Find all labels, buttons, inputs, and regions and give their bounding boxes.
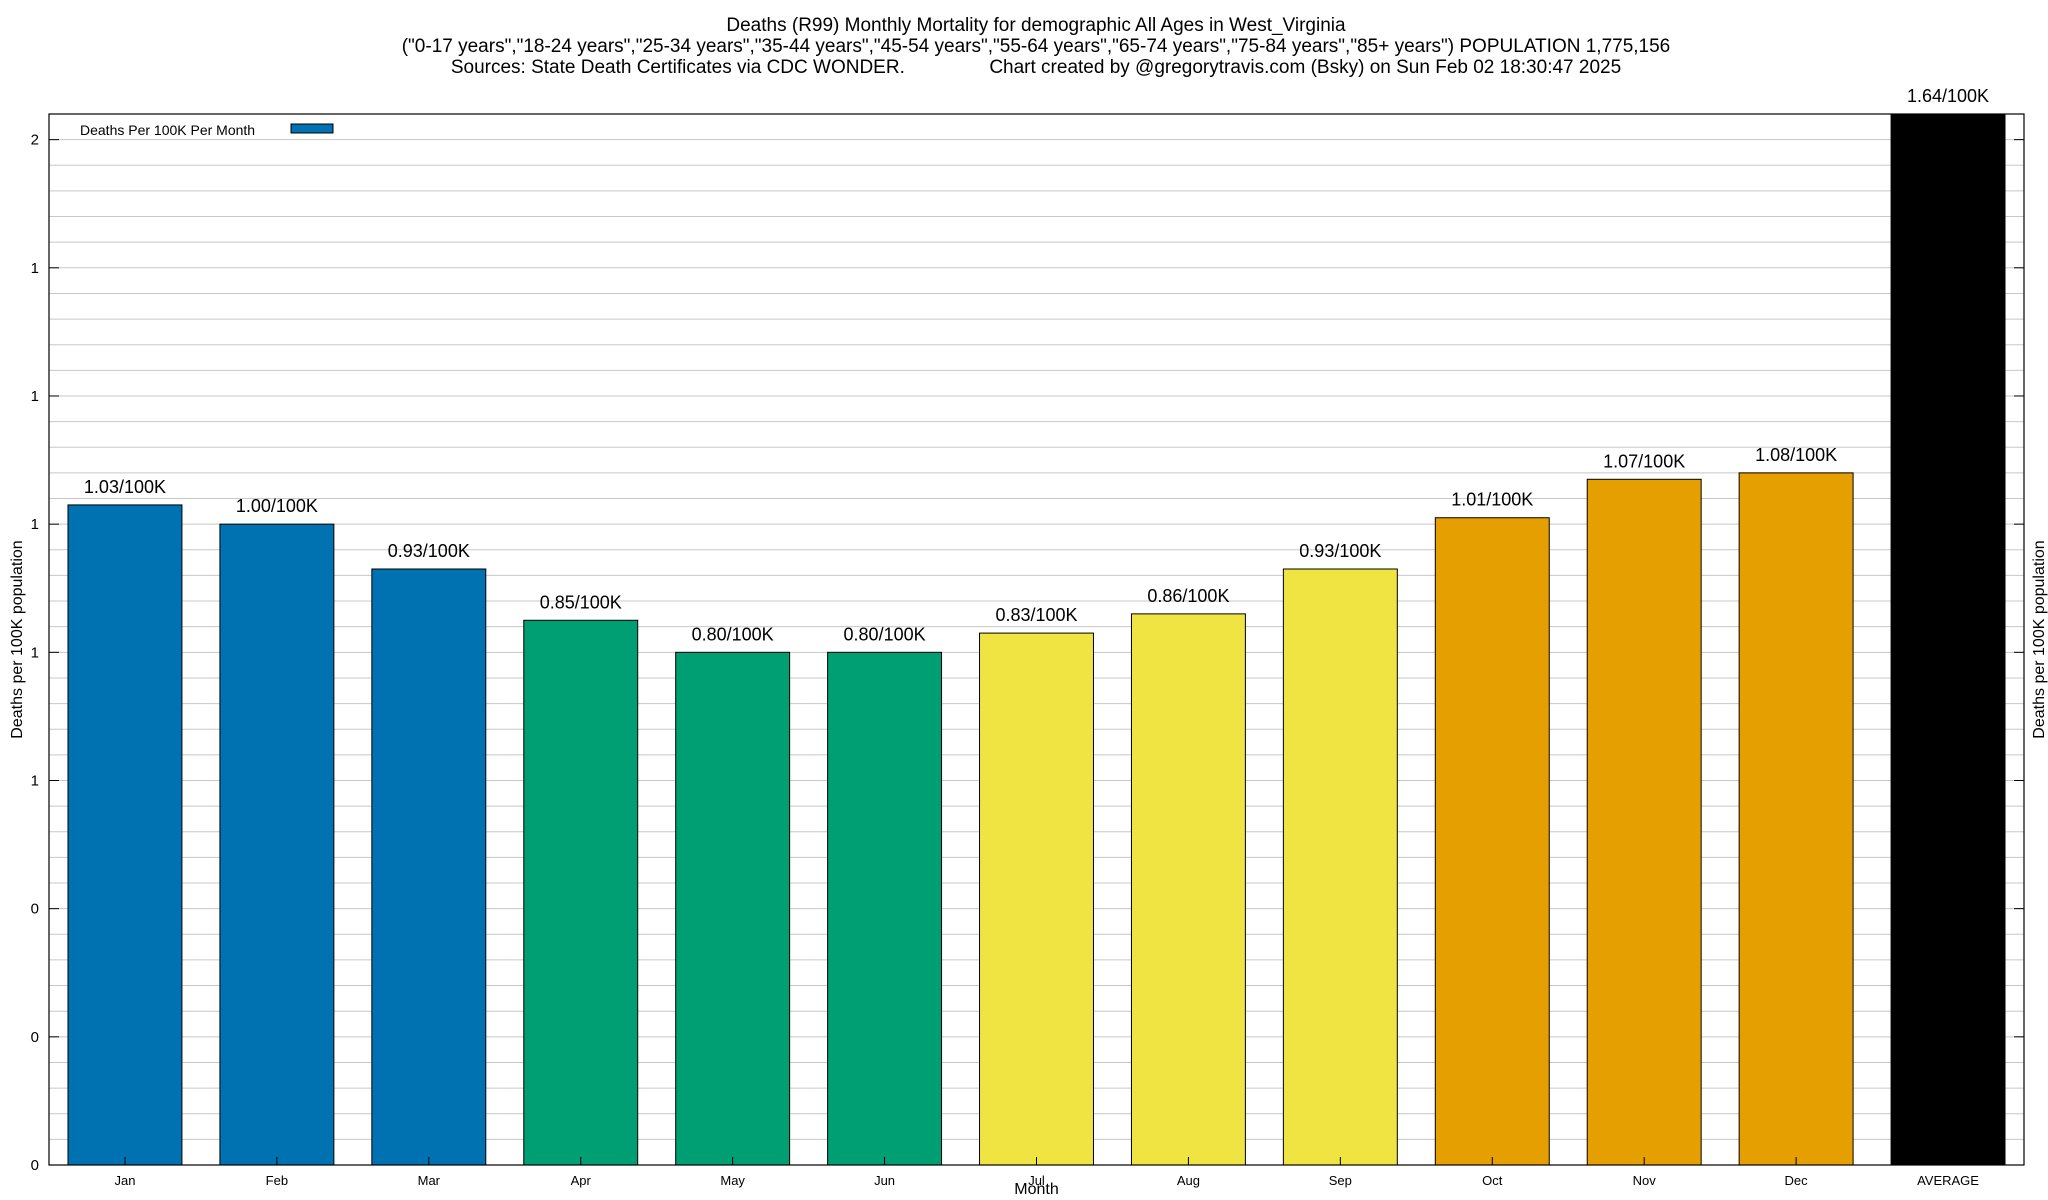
bar-sep [1282,568,1398,1166]
y-tick-label: 1 [31,772,39,789]
y-tick-label: 1 [31,260,39,277]
bar-apr [523,619,639,1166]
bar-may [675,651,791,1166]
y-tick-label: 1 [31,516,39,533]
data-label: 1.07/100K [1603,451,1685,471]
y-tick-label: 0 [31,1029,39,1046]
bar-mar [371,568,487,1166]
data-label: 1.64/100K [1907,86,1989,106]
y-tick-label: 2 [31,132,39,149]
y-axis-ticks: 0 0 0 1 1 1 1 1 2 [31,132,2024,1174]
x-tick-label: AVERAGE [1917,1173,1979,1188]
x-tick-label: Nov [1633,1173,1657,1188]
bar-nov [1586,478,1702,1166]
x-tick-label: Dec [1785,1173,1809,1188]
y-tick-label: 1 [31,644,39,661]
x-tick-label: Jun [874,1173,895,1188]
data-label: 0.93/100K [1299,541,1381,561]
bar-jun [827,651,943,1166]
x-axis-categories: Jan Feb Mar Apr May Jun Jul Aug Sep Oct Nov Dec AVER… [114,1157,1979,1188]
y-tick-label: 0 [31,1157,39,1174]
bar-jul [979,632,1094,1166]
data-label: 1.01/100K [1451,490,1533,510]
x-tick-label: Apr [571,1173,592,1188]
x-tick-label: Aug [1177,1173,1200,1188]
data-label: 1.03/100K [84,477,166,497]
bars [67,113,2006,1166]
bar-dec [1738,472,1854,1166]
data-label: 0.80/100K [692,624,774,644]
y-axis-label-left: Deaths per 100K population [9,540,26,738]
x-tick-label: Sep [1329,1173,1352,1188]
bar-feb [219,523,335,1166]
title-line-3: Sources: State Death Certificates via CD… [451,57,1621,78]
data-label: 1.00/100K [236,496,318,516]
data-label: 0.85/100K [540,592,622,612]
title-line-1: Deaths (R99) Monthly Mortality for demog… [726,15,1346,36]
bar-aug [1130,613,1246,1166]
x-tick-label: May [720,1173,745,1188]
legend: Deaths Per 100K Per Month [80,122,334,138]
data-label: 0.80/100K [844,624,926,644]
x-tick-label: Oct [1482,1173,1503,1188]
y-tick-label: 1 [31,388,39,405]
data-label: 1.08/100K [1755,445,1837,465]
bar-oct [1434,517,1550,1166]
data-label: 0.93/100K [388,541,470,561]
x-tick-label: Jan [114,1173,135,1188]
chart-title: Deaths (R99) Monthly Mortality for demog… [402,15,1671,78]
bar-average [1890,113,2006,1166]
data-labels: 1.03/100K 1.00/100K 0.93/100K 0.85/100K 0.80… [84,86,1989,644]
data-label: 0.86/100K [1147,586,1229,606]
x-tick-label: Feb [266,1173,288,1188]
legend-swatch [290,123,334,134]
bar-jan [67,504,183,1166]
x-tick-label: Mar [418,1173,441,1188]
y-tick-label: 0 [31,901,39,918]
x-axis-label: Month [1014,1181,1058,1198]
data-label: 0.83/100K [995,605,1077,625]
y-axis-label-right: Deaths per 100K population [2031,540,2048,738]
title-line-2: ("0-17 years","18-24 years","25-34 years… [402,36,1671,57]
x-tick-label: Jul [1028,1173,1045,1188]
legend-label: Deaths Per 100K Per Month [80,122,255,138]
